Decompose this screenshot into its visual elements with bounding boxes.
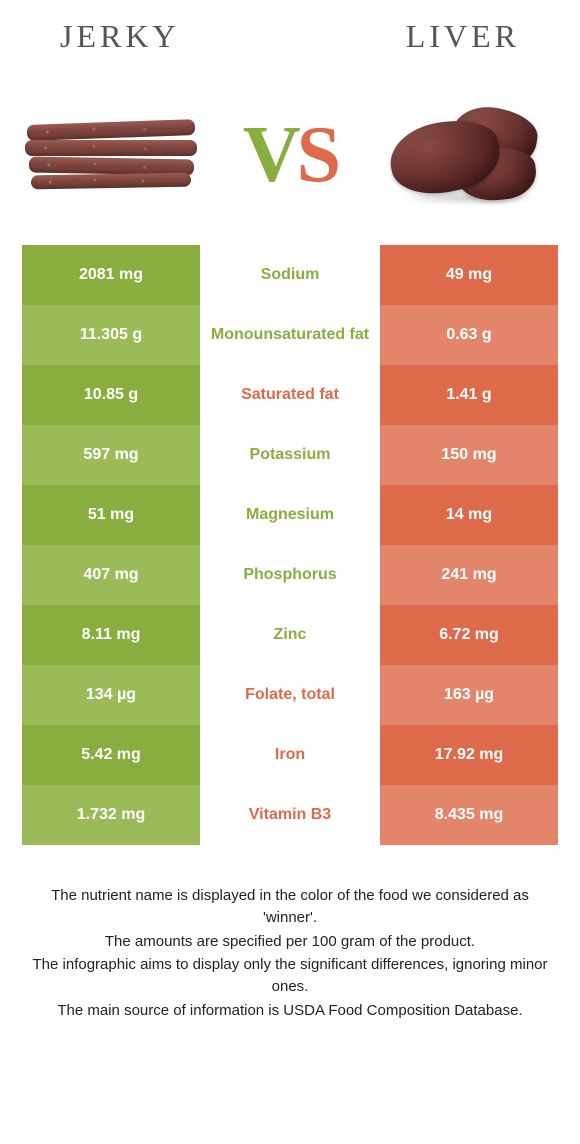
table-row: 134 µgFolate, total163 µg [22, 665, 558, 725]
value-left: 407 mg [22, 545, 200, 605]
table-row: 2081 mgSodium49 mg [22, 245, 558, 305]
value-right: 150 mg [380, 425, 558, 485]
nutrient-label: Monounsaturated fat [200, 305, 380, 365]
value-right: 17.92 mg [380, 725, 558, 785]
value-right: 8.435 mg [380, 785, 558, 845]
value-right: 1.41 g [380, 365, 558, 425]
value-left: 10.85 g [22, 365, 200, 425]
liver-image [380, 95, 560, 215]
value-left: 2081 mg [22, 245, 200, 305]
table-row: 407 mgPhosphorus241 mg [22, 545, 558, 605]
vs-label: VS [243, 110, 337, 201]
table-row: 10.85 gSaturated fat1.41 g [22, 365, 558, 425]
value-right: 6.72 mg [380, 605, 558, 665]
nutrient-label: Magnesium [200, 485, 380, 545]
value-right: 49 mg [380, 245, 558, 305]
value-right: 163 µg [380, 665, 558, 725]
value-right: 14 mg [380, 485, 558, 545]
table-row: 1.732 mgVitamin B38.435 mg [22, 785, 558, 845]
nutrient-label: Zinc [200, 605, 380, 665]
vs-s: S [297, 111, 338, 199]
footer-line: The infographic aims to display only the… [30, 954, 550, 998]
value-left: 5.42 mg [22, 725, 200, 785]
title-right: Liver [406, 18, 520, 55]
value-left: 134 µg [22, 665, 200, 725]
nutrient-label: Vitamin B3 [200, 785, 380, 845]
footer-line: The amounts are specified per 100 gram o… [30, 931, 550, 953]
value-left: 1.732 mg [22, 785, 200, 845]
jerky-image [20, 95, 200, 215]
value-left: 8.11 mg [22, 605, 200, 665]
nutrient-label: Potassium [200, 425, 380, 485]
table-row: 5.42 mgIron17.92 mg [22, 725, 558, 785]
value-left: 11.305 g [22, 305, 200, 365]
value-right: 0.63 g [380, 305, 558, 365]
table-row: 11.305 gMonounsaturated fat0.63 g [22, 305, 558, 365]
value-left: 51 mg [22, 485, 200, 545]
table-row: 8.11 mgZinc6.72 mg [22, 605, 558, 665]
table-row: 597 mgPotassium150 mg [22, 425, 558, 485]
nutrient-label: Sodium [200, 245, 380, 305]
value-left: 597 mg [22, 425, 200, 485]
footer-notes: The nutrient name is displayed in the co… [30, 885, 550, 1022]
nutrient-label: Iron [200, 725, 380, 785]
footer-line: The main source of information is USDA F… [30, 1000, 550, 1022]
footer-line: The nutrient name is displayed in the co… [30, 885, 550, 929]
hero-row: VS [0, 55, 580, 245]
value-right: 241 mg [380, 545, 558, 605]
nutrient-label: Saturated fat [200, 365, 380, 425]
vs-v: V [243, 111, 297, 199]
comparison-table: 2081 mgSodium49 mg11.305 gMonounsaturate… [22, 245, 558, 845]
header: Jerky Liver [0, 0, 580, 55]
table-row: 51 mgMagnesium14 mg [22, 485, 558, 545]
nutrient-label: Folate, total [200, 665, 380, 725]
nutrient-label: Phosphorus [200, 545, 380, 605]
title-left: Jerky [60, 18, 180, 55]
